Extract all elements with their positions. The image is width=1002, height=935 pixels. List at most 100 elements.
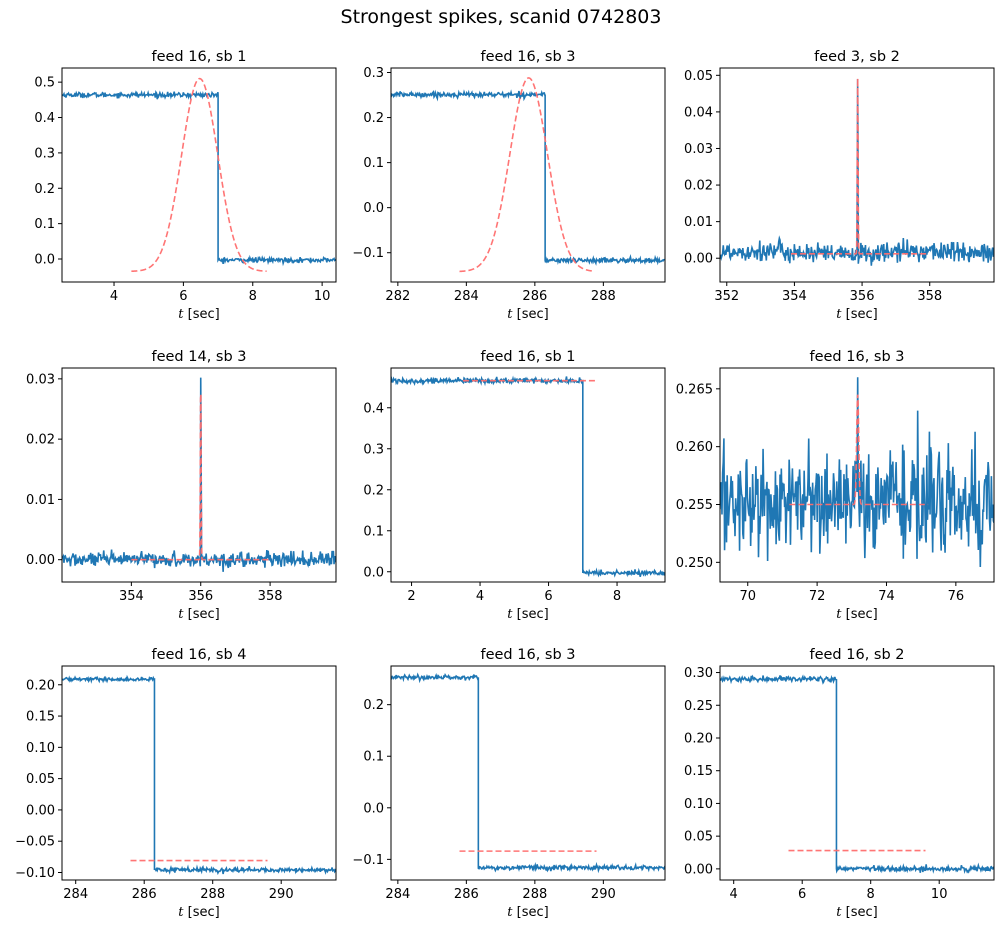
x-tick-label: 358 bbox=[258, 589, 283, 604]
y-tick-label: 0.30 bbox=[684, 666, 713, 681]
axes-frame bbox=[61, 665, 337, 881]
y-tick-label: 0.02 bbox=[684, 179, 713, 194]
y-tick-label: 0.25 bbox=[684, 699, 713, 714]
x-axis-label: t [sec] bbox=[507, 307, 548, 322]
x-tick-label: 74 bbox=[878, 589, 895, 604]
signal-line bbox=[391, 375, 665, 578]
x-tick-label: 6 bbox=[798, 887, 806, 902]
axes-frame bbox=[390, 367, 666, 583]
subplot-title: feed 16, sb 3 bbox=[480, 647, 575, 663]
subplot-title: feed 16, sb 1 bbox=[151, 49, 246, 65]
y-tick-label: 0.5 bbox=[34, 76, 55, 91]
y-tick-label: 0.4 bbox=[34, 111, 55, 126]
subplot-9: feed 16, sb 2 4 6 8 10 0.00 0.05 0.10 0.15 0.20 0.… bbox=[684, 647, 995, 920]
subplot-4: feed 14, sb 3 354 356 358 0.00 0.01 0.02 0.03 t … bbox=[26, 349, 337, 622]
y-tick-label: 0.2 bbox=[363, 483, 384, 498]
x-tick-label: 282 bbox=[385, 289, 410, 304]
axes-frame bbox=[719, 367, 995, 583]
subplot-5: feed 16, sb 1 2 4 6 8 0.0 0.1 0.2 0.3 0.4 t [sec] bbox=[363, 349, 666, 622]
x-tick-label: 356 bbox=[850, 289, 875, 304]
y-tick-label: 0.03 bbox=[26, 372, 55, 387]
y-tick-label: −0.1 bbox=[352, 246, 384, 261]
y-tick-label: 0.0 bbox=[363, 801, 384, 816]
x-axis-label: t [sec] bbox=[836, 607, 877, 622]
y-tick-label: 0.1 bbox=[363, 156, 384, 171]
y-tick-label: 0.15 bbox=[26, 710, 55, 725]
y-tick-label: 0.3 bbox=[363, 442, 384, 457]
y-tick-label: 0.20 bbox=[684, 731, 713, 746]
y-tick-label: 0.10 bbox=[26, 741, 55, 756]
signal-line bbox=[62, 377, 336, 572]
x-axis-label: t [sec] bbox=[836, 307, 877, 322]
y-tick-label: 0.0 bbox=[363, 565, 384, 580]
x-tick-label: 284 bbox=[454, 289, 479, 304]
subplot-title: feed 16, sb 1 bbox=[480, 349, 575, 365]
signal-line bbox=[62, 89, 336, 267]
subplot-title: feed 16, sb 3 bbox=[809, 349, 904, 365]
fit-line bbox=[459, 77, 595, 273]
y-tick-label: 0.2 bbox=[363, 111, 384, 126]
y-tick-label: 0.00 bbox=[684, 862, 713, 877]
x-tick-label: 4 bbox=[730, 887, 738, 902]
subplot-2: feed 16, sb 3 282 284 286 288 −0.1 0.0 0.1 0.2 0.… bbox=[352, 49, 666, 322]
x-tick-label: 286 bbox=[132, 887, 157, 902]
signal-line bbox=[720, 78, 994, 266]
x-axis-label: t [sec] bbox=[507, 607, 548, 622]
y-tick-label: 0.1 bbox=[363, 524, 384, 539]
x-tick-label: 288 bbox=[200, 887, 225, 902]
y-tick-label: 0.04 bbox=[684, 105, 713, 120]
fit-line bbox=[131, 77, 267, 273]
y-tick-label: 0.2 bbox=[34, 182, 55, 197]
x-tick-label: 354 bbox=[782, 289, 807, 304]
x-tick-label: 70 bbox=[739, 589, 756, 604]
figure-title: Strongest spikes, scanid 0742803 bbox=[340, 6, 662, 28]
x-tick-label: 290 bbox=[591, 887, 616, 902]
x-tick-label: 352 bbox=[714, 289, 739, 304]
y-tick-label: 0.01 bbox=[684, 215, 713, 230]
x-tick-label: 284 bbox=[63, 887, 88, 902]
subplot-1: feed 16, sb 1 4 6 8 10 0.0 0.1 0.2 0.3 0.4 0.5 t [s… bbox=[34, 49, 337, 322]
y-tick-label: 0.260 bbox=[676, 440, 713, 455]
x-tick-label: 288 bbox=[591, 289, 616, 304]
subplot-title: feed 3, sb 2 bbox=[814, 49, 900, 65]
x-tick-label: 8 bbox=[613, 589, 621, 604]
subplot-title: feed 14, sb 3 bbox=[151, 349, 246, 365]
y-tick-label: −0.05 bbox=[15, 835, 55, 850]
y-tick-label: 0.250 bbox=[676, 556, 713, 571]
x-tick-label: 286 bbox=[522, 289, 547, 304]
signal-line bbox=[391, 672, 665, 874]
y-tick-label: −0.1 bbox=[352, 853, 384, 868]
y-tick-label: 0.20 bbox=[26, 678, 55, 693]
y-tick-label: 0.10 bbox=[684, 797, 713, 812]
x-tick-label: 8 bbox=[867, 887, 875, 902]
x-axis-label: t [sec] bbox=[178, 307, 219, 322]
y-tick-label: 0.03 bbox=[684, 142, 713, 157]
y-tick-label: 0.00 bbox=[26, 803, 55, 818]
x-tick-label: 358 bbox=[917, 289, 942, 304]
y-tick-label: 0.0 bbox=[363, 201, 384, 216]
x-tick-label: 8 bbox=[249, 289, 257, 304]
subplot-8: feed 16, sb 3 284 286 288 290 −0.1 0.0 0.1 0.2 t … bbox=[352, 647, 666, 920]
y-tick-label: 0.05 bbox=[684, 830, 713, 845]
y-tick-label: 0.15 bbox=[684, 764, 713, 779]
y-tick-label: 0.265 bbox=[676, 382, 713, 397]
x-tick-label: 72 bbox=[809, 589, 826, 604]
x-tick-label: 356 bbox=[188, 589, 213, 604]
x-tick-label: 290 bbox=[269, 887, 294, 902]
axes-frame bbox=[61, 367, 337, 583]
x-tick-label: 4 bbox=[110, 289, 118, 304]
signal-line bbox=[391, 89, 665, 266]
x-tick-label: 288 bbox=[522, 887, 547, 902]
x-tick-label: 10 bbox=[931, 887, 948, 902]
x-tick-label: 10 bbox=[314, 289, 331, 304]
signal-line bbox=[720, 377, 994, 567]
x-tick-label: 6 bbox=[544, 589, 552, 604]
y-tick-label: 0.1 bbox=[34, 217, 55, 232]
axes-frame bbox=[390, 67, 666, 283]
y-tick-label: 0.1 bbox=[363, 750, 384, 765]
axes-frame bbox=[719, 67, 995, 283]
y-tick-label: 0.3 bbox=[34, 146, 55, 161]
y-tick-label: 0.00 bbox=[26, 553, 55, 568]
y-tick-label: 0.05 bbox=[26, 772, 55, 787]
fit-line bbox=[791, 78, 927, 255]
